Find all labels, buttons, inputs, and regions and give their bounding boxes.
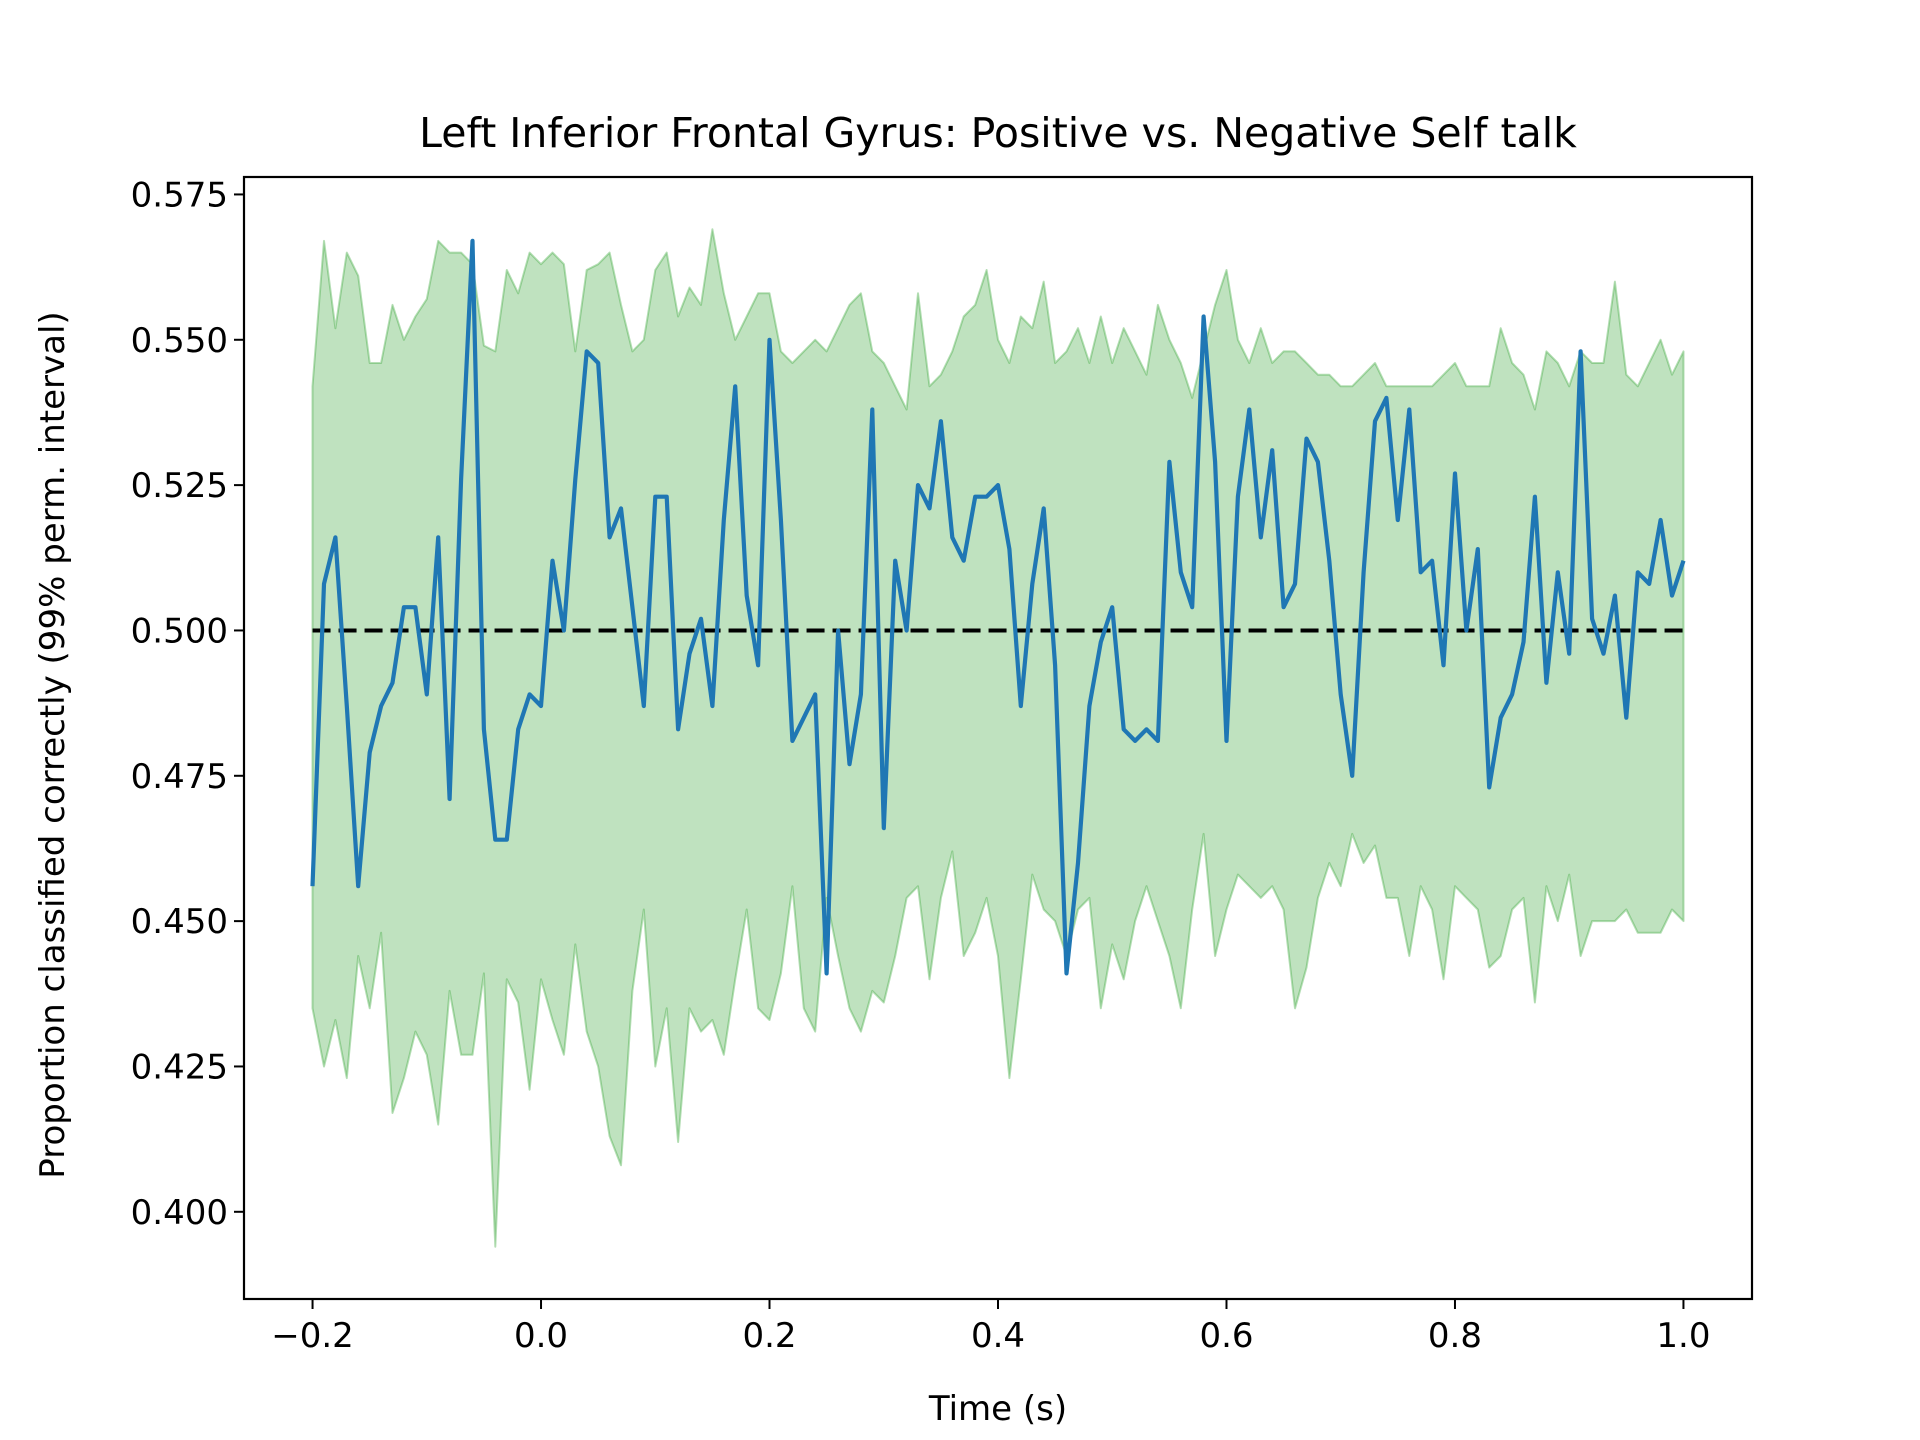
- x-tick-label: 0.2: [742, 1316, 796, 1356]
- y-tick-label: 0.575: [131, 175, 228, 215]
- plot-frame: [242, 175, 1754, 1301]
- y-tick-label: 0.425: [131, 1047, 228, 1087]
- x-tick-label: 0.6: [1199, 1316, 1253, 1356]
- y-tick-label: 0.475: [131, 757, 228, 797]
- plot-area: [310, 228, 1686, 1248]
- y-tick-label: 0.500: [131, 611, 228, 651]
- accuracy-line: [310, 238, 1686, 976]
- permutation-interval-band: [311, 228, 1685, 1248]
- chart-title: Left Inferior Frontal Gyrus: Positive vs…: [419, 109, 1577, 157]
- x-tick-label: 0.0: [514, 1316, 568, 1356]
- x-tick-label: 0.4: [971, 1316, 1025, 1356]
- axis-ticks: −0.2 0.0 0.2 0.4 0.6 0.8 1.0 0.400 0.425 0.450 0.4…: [131, 175, 1711, 1356]
- x-tick-label: 1.0: [1656, 1316, 1710, 1356]
- y-tick-label: 0.450: [131, 902, 228, 942]
- y-tick-label: 0.400: [131, 1193, 228, 1233]
- x-tick-label: 0.8: [1428, 1316, 1482, 1356]
- x-tick-label: −0.2: [271, 1316, 354, 1356]
- y-tick-label: 0.550: [131, 321, 228, 361]
- y-axis-label: Proportion classified correctly (99% per…: [33, 311, 73, 1178]
- y-tick-label: 0.525: [131, 466, 228, 506]
- x-axis-label: Time (s): [928, 1389, 1067, 1429]
